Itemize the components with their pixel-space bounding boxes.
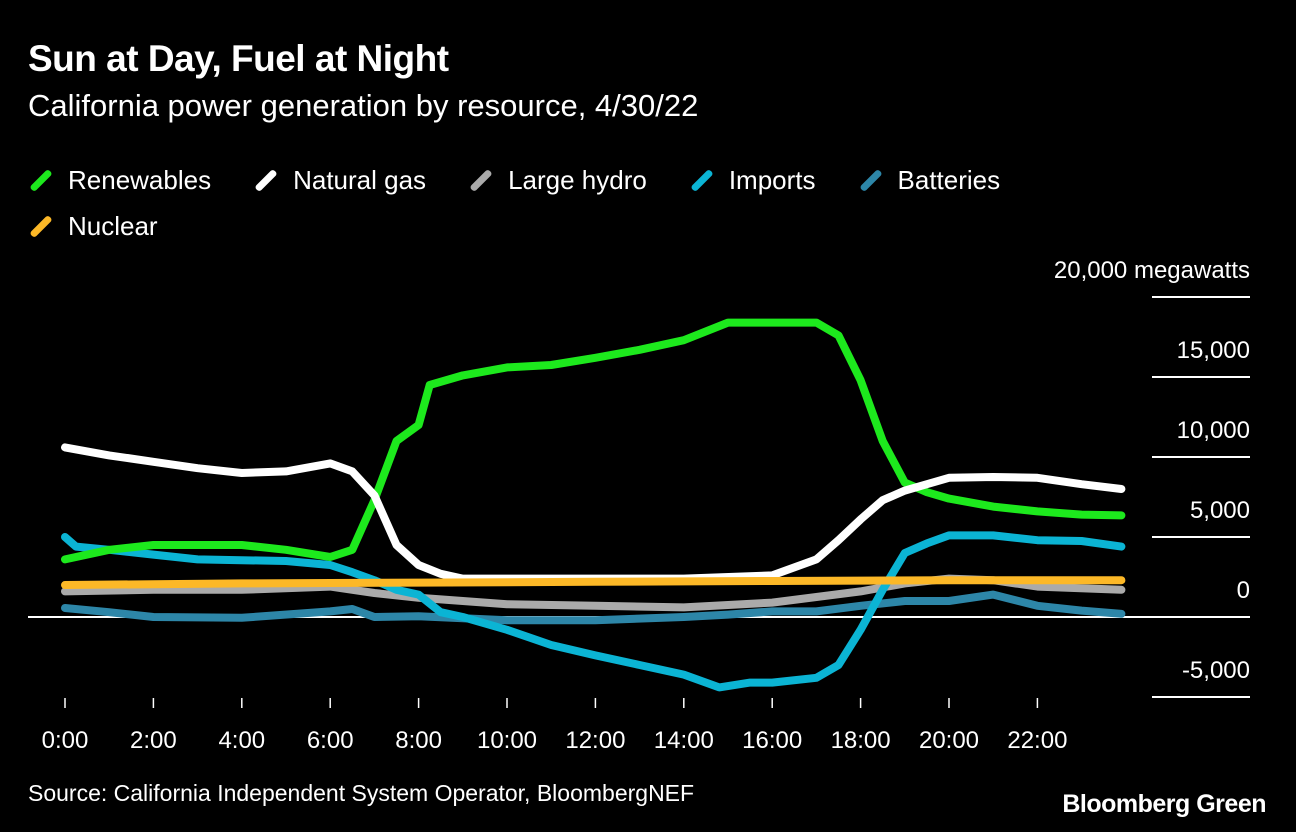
series-line-imports: [61, 531, 1126, 692]
x-tick-label: 8:00: [395, 727, 442, 754]
legend-label: Natural gas: [293, 164, 427, 195]
legend-item: Imports: [689, 165, 816, 195]
y-tick-label: 0: [1237, 577, 1250, 604]
y-tick-label: 20,000 megawatts: [1054, 257, 1250, 284]
legend-item: Large hydro: [468, 165, 647, 195]
source-note: Source: California Independent System Op…: [28, 780, 695, 806]
x-tick-label: 18:00: [831, 727, 891, 754]
legend: Renewables Natural gas Large hydro Imports B…: [28, 165, 1128, 241]
chart-subtitle: California power generation by resource,…: [28, 88, 699, 123]
legend-label: Imports: [728, 164, 816, 195]
series-line-nuclear: [61, 576, 1126, 589]
legend-label: Nuclear: [68, 210, 158, 241]
legend-item: Renewables: [28, 165, 211, 195]
x-tick-label: 16:00: [742, 727, 802, 754]
x-tick-label: 20:00: [919, 727, 979, 754]
x-tick-label: 14:00: [654, 727, 714, 754]
x-tick-label: 0:00: [42, 727, 89, 754]
legend-item: Batteries: [858, 164, 1001, 195]
y-tick-label: 15,000: [1177, 337, 1250, 364]
x-tick-label: 10:00: [477, 727, 537, 754]
x-tick-label: 12:00: [565, 727, 625, 754]
bloomberg-green-logo: Bloomberg Green: [1062, 790, 1266, 818]
legend-label: Large hydro: [508, 164, 647, 195]
y-tick-label: 5,000: [1190, 497, 1250, 524]
x-tick-label: 6:00: [307, 727, 354, 754]
y-tick-label: -5,000: [1182, 657, 1250, 684]
x-tick-label: 22:00: [1007, 727, 1067, 754]
legend-item: Nuclear: [28, 211, 158, 241]
y-tick-label: 10,000: [1177, 417, 1250, 444]
series-line-renewables: [61, 318, 1126, 564]
series-line-batteries: [61, 590, 1126, 625]
legend-label: Batteries: [897, 164, 1001, 195]
x-tick-label: 2:00: [130, 727, 177, 754]
legend-label: Renewables: [68, 164, 212, 195]
x-tick-label: 4:00: [218, 727, 265, 754]
chart-title: Sun at Day, Fuel at Night: [28, 38, 449, 79]
legend-item: Natural gas: [253, 165, 426, 195]
